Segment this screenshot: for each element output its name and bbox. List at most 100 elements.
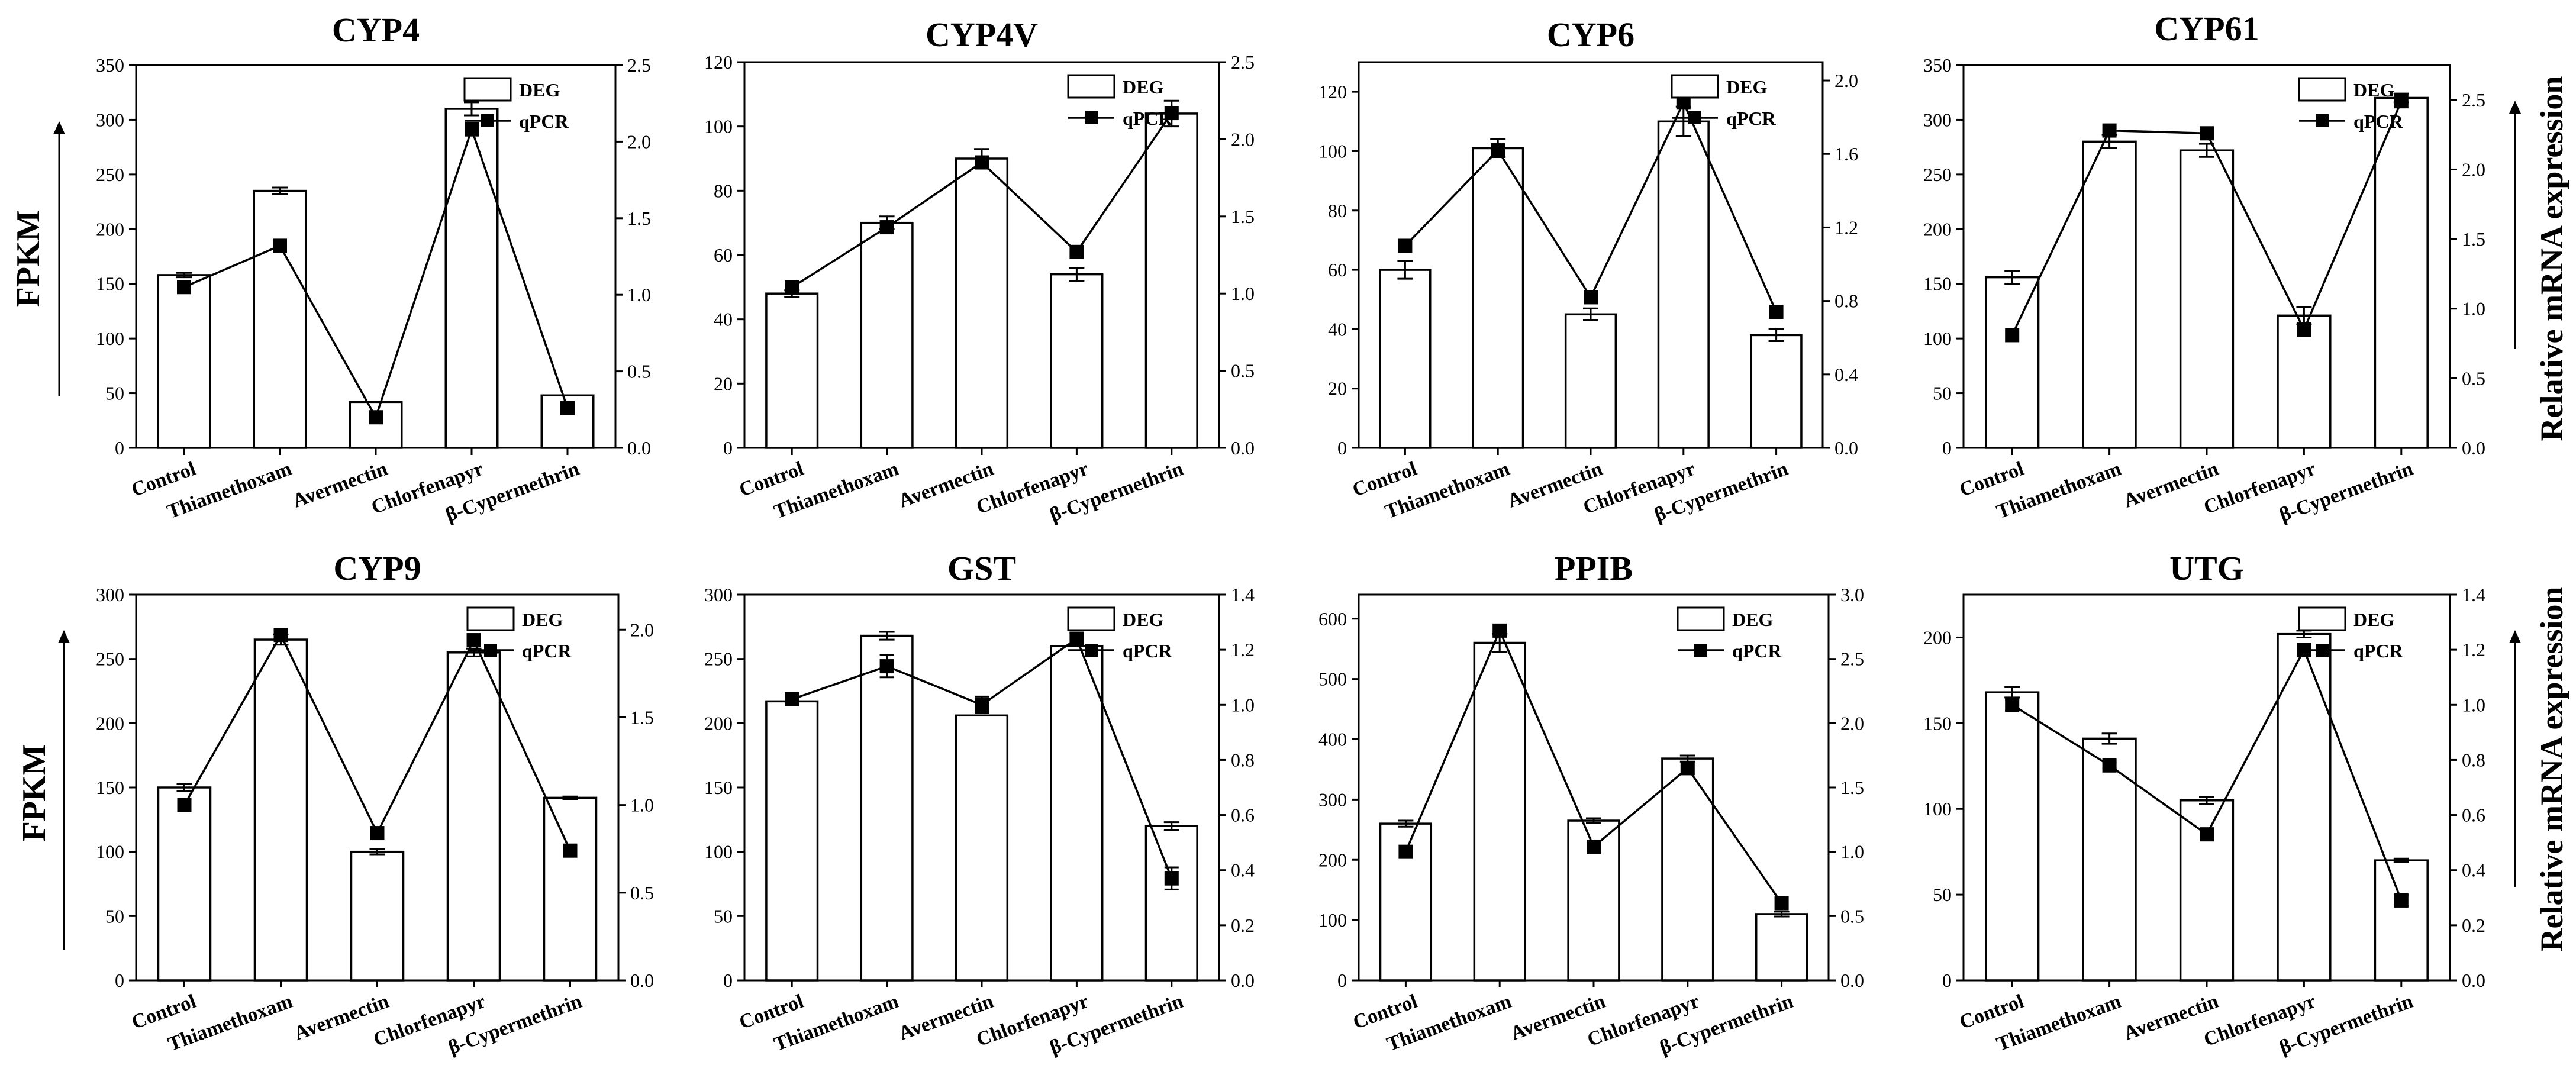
qpcr-point (785, 692, 799, 706)
bar-deg (860, 221, 914, 449)
y-tick-label: 120 (1318, 81, 1347, 102)
y-tick-label: 60 (714, 244, 733, 266)
y-tick-label: 100 (1318, 909, 1347, 931)
y2-tick-label: 0.0 (1840, 970, 1864, 991)
qpcr-point (369, 410, 383, 425)
y-tick-label: 350 (1923, 54, 1952, 76)
bar-deg (253, 638, 308, 982)
qpcr-point (1491, 143, 1505, 158)
right-axis-arrow-top-head (2509, 101, 2521, 114)
y-tick-label: 300 (1318, 789, 1347, 810)
qpcr-point (1769, 305, 1784, 319)
bar-deg (1473, 641, 1526, 982)
y-tick-label: 50 (105, 905, 124, 927)
chart-title: CYP4V (926, 15, 1038, 54)
y2-tick-label: 0.0 (630, 970, 654, 991)
y-tick-label: 0 (1942, 970, 1952, 991)
qpcr-point (1774, 896, 1789, 911)
y-tick-label: 100 (1318, 140, 1347, 162)
qpcr-point (2005, 698, 2020, 712)
bar-deg (765, 700, 819, 982)
bar-deg (1657, 120, 1710, 449)
legend-qpcr-label: qPCR (1123, 640, 1172, 661)
y2-tick-label: 0.6 (1231, 805, 1255, 826)
bar-deg (350, 850, 405, 982)
y2-tick-label: 0.0 (1231, 970, 1255, 991)
y2-tick-label: 1.0 (1231, 694, 1255, 715)
y-tick-label: 0 (1942, 437, 1952, 459)
qpcr-point (560, 401, 575, 415)
y2-tick-label: 0.5 (627, 361, 651, 382)
y-tick-label: 200 (704, 712, 733, 734)
bar-deg (543, 796, 598, 982)
legend-qpcr-label: qPCR (522, 640, 572, 661)
y2-tick-label: 0.2 (1231, 915, 1255, 936)
y-tick-label: 0 (115, 970, 124, 991)
legend-qpcr-marker (1085, 111, 1098, 124)
y-tick-label: 50 (1933, 383, 1952, 404)
y2-tick-label: 1.0 (2462, 694, 2485, 715)
qpcr-point (1680, 761, 1695, 776)
y-tick-label: 150 (1923, 273, 1952, 295)
legend-qpcr-marker (2316, 114, 2329, 127)
bar-deg (2374, 96, 2429, 449)
y-tick-label: 500 (1318, 669, 1347, 690)
legend-qpcr-label: qPCR (2353, 111, 2403, 132)
y2-tick-label: 0.4 (2462, 860, 2485, 881)
right-axis-label-bottom: Relative mRNA expression (2534, 586, 2569, 952)
qpcr-point (975, 155, 989, 170)
chart-panel-cyp4: CYP4 0 50 100 150 200 250 300 350 0.0 0.5 1.0 1.5 2.0… (96, 11, 651, 527)
y2-tick-label: 1.2 (1835, 217, 1858, 238)
qpcr-point (177, 280, 191, 295)
y-tick-label: 200 (1923, 218, 1952, 240)
y2-tick-label: 0.5 (1840, 905, 1864, 927)
right-axis-label-top: Relative mRNA expression (2534, 76, 2569, 441)
legend-qpcr-marker (1694, 644, 1707, 657)
qpcr-point (273, 628, 288, 643)
chart-panel-cyp4v: CYP4V0204060801001200.00.51.01.52.02.5Co… (704, 15, 1255, 527)
legend-qpcr-marker (1085, 644, 1098, 657)
y2-tick-label: 2.0 (1231, 128, 1255, 150)
y2-tick-label: 1.0 (1231, 283, 1255, 304)
y-tick-label: 100 (1923, 328, 1952, 349)
y2-tick-label: 1.0 (627, 284, 651, 305)
legend-qpcr-label: qPCR (2353, 640, 2403, 661)
y-tick-label: 300 (1923, 109, 1952, 130)
y-tick-label: 250 (96, 164, 124, 185)
legend-qpcr-label: qPCR (1732, 640, 1782, 661)
y-tick-label: 300 (96, 584, 124, 605)
bar-deg (1050, 273, 1104, 449)
y-tick-label: 0 (723, 970, 733, 991)
chart-panel-cyp61: CYP61 0 50 100 150 200 250 300 350 0.0 0.5 1.0 1.5 2.… (1923, 9, 2485, 527)
bar-deg (1661, 757, 1714, 982)
qpcr-point (2005, 328, 2020, 343)
y2-tick-label: 0.4 (1231, 860, 1255, 881)
y2-tick-label: 1.0 (2462, 298, 2485, 319)
y-tick-label: 40 (1328, 318, 1347, 340)
qpcr-point (785, 280, 799, 295)
bar-deg (860, 634, 914, 982)
y2-tick-label: 0.0 (1835, 437, 1858, 459)
qpcr-point (465, 122, 479, 137)
bar-deg (2277, 632, 2332, 982)
bar-deg (765, 292, 819, 449)
bar-deg (2179, 149, 2235, 449)
y2-tick-label: 0.4 (1835, 364, 1858, 385)
y-tick-label: 400 (1318, 729, 1347, 750)
legend-qpcr-label: qPCR (1123, 108, 1172, 129)
legend-qpcr-marker (484, 644, 497, 657)
y2-tick-label: 2.5 (1840, 648, 1864, 670)
qpcr-point (177, 798, 192, 812)
legend-deg-label: DEG (2353, 79, 2394, 101)
y2-tick-label: 1.0 (1840, 841, 1864, 863)
y2-tick-label: 0.5 (1231, 360, 1255, 382)
bar-deg (1472, 147, 1524, 449)
y-tick-label: 0 (115, 437, 124, 459)
qpcr-point (563, 843, 578, 858)
legend-deg-label: DEG (522, 609, 563, 630)
chart-title: CYP6 (1547, 15, 1634, 54)
qpcr-point (1398, 238, 1413, 253)
y2-tick-label: 3.0 (1840, 584, 1864, 605)
legend-deg-swatch (466, 606, 515, 631)
y-tick-label: 150 (96, 777, 124, 798)
